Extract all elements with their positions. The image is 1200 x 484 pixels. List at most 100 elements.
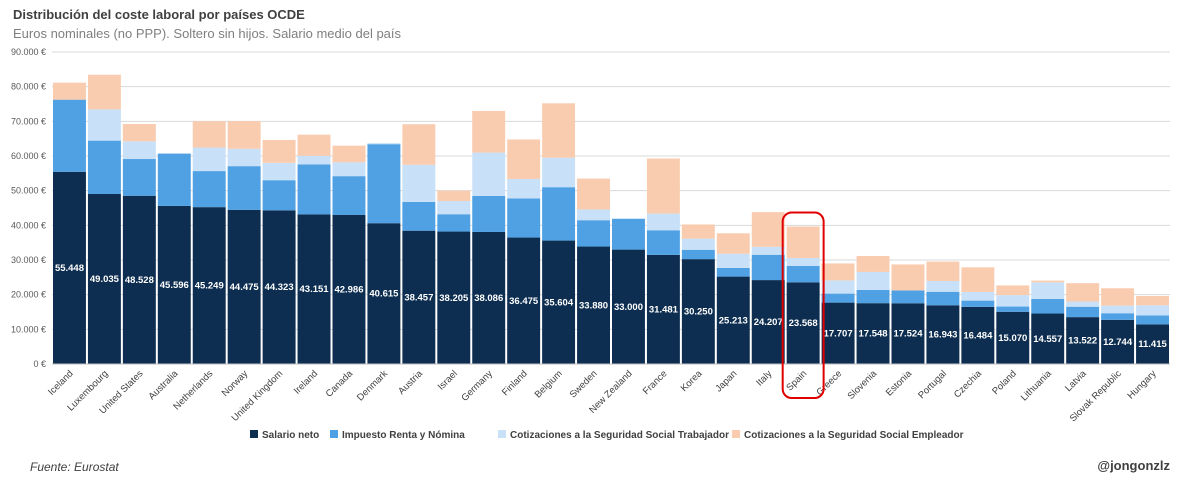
bar-segment [402,124,436,165]
bar-segment [716,233,750,254]
chart-subtitle: Euros nominales (no PPP). Soltero sin hi… [13,26,402,41]
bar-segment [1031,298,1065,314]
bar-segment [786,258,820,267]
category-label: Hungary [1125,368,1158,401]
bar-segment [402,164,436,202]
bar-segment [297,214,331,364]
category-label: Czechia [952,368,985,401]
data-label: 55.448 [55,263,84,274]
bar-segment [891,290,925,304]
data-label: 36.475 [509,296,539,307]
bar-segment [1101,319,1135,364]
data-label: 24.207 [754,317,783,328]
bar-segment [437,214,471,232]
data-label: 17.548 [859,329,888,340]
legend-label: Impuesto Renta y Nómina [342,430,465,441]
bar-segment [716,267,750,277]
bar-segment [1136,296,1169,306]
bar-segment [1031,282,1065,299]
bar-segment [122,159,156,196]
bar-segment [122,124,156,142]
bar-segment [472,110,506,153]
bar-segment [367,144,401,224]
legend-label: Salario neto [262,430,319,441]
bar-segment [961,291,995,301]
data-label: 33.000 [614,302,643,313]
bar-segment [157,205,191,364]
bar-segment [996,311,1030,364]
bar-segment [646,158,680,214]
bar-segment [542,103,576,158]
bar-segment [262,180,296,211]
bar-segment [926,291,960,306]
bar-segment [681,259,715,364]
bar-segment [192,171,226,208]
y-tick-label: 20.000 € [11,290,46,300]
bar-segment [821,280,855,294]
data-label: 44.475 [230,282,260,293]
bar-segment [87,74,121,110]
bar-segment [262,139,296,163]
bar-segment [612,249,645,364]
bar-segment [122,195,156,364]
bar-segment [612,218,645,250]
category-label: Greece [814,368,844,398]
category-label: Germany [459,368,495,404]
legend-label: Cotizaciones a la Seguridad Social Traba… [510,430,729,441]
bar-segment [821,302,855,364]
bar-segment [122,141,156,160]
bar-segment [1066,301,1100,307]
source-note: Fuente: Eurostat [30,460,119,474]
bar-segment [227,148,261,167]
bar-segment [1101,313,1135,320]
bar-segment [437,201,471,215]
bar-segment [786,266,820,283]
data-label: 38.205 [439,293,469,304]
data-label: 23.568 [789,318,818,329]
category-label: Portugal [916,368,949,401]
legend-swatch [250,430,258,438]
bar-segment [646,230,680,255]
bar-segment [297,134,331,156]
bar-segment [891,303,925,364]
bar-segment [507,198,541,238]
bar-segment [926,280,960,292]
bar-segment [716,253,750,268]
author-handle[interactable]: @jongonzlz [1097,458,1170,473]
data-label: 13.522 [1068,336,1097,347]
bar-segment [1136,315,1169,325]
category-label: Australia [146,368,180,402]
bar-segment [367,143,401,145]
data-label: 45.596 [160,280,189,291]
bar-segment [262,210,296,364]
bar-segment [786,226,820,259]
bar-segment [1136,324,1169,364]
bar-segment [1136,305,1169,316]
category-label: Spain [784,368,809,393]
bar-segment [961,267,995,292]
category-label: France [641,368,670,397]
category-label: Korea [679,368,705,394]
highlight-box-spain [781,211,825,399]
y-tick-label: 40.000 € [11,220,46,230]
data-label: 45.249 [195,281,224,292]
data-label: 11.415 [1138,339,1167,350]
bar-segment [577,178,610,210]
data-label: 44.323 [265,282,294,293]
data-label: 17.524 [893,329,923,340]
bar-segment [332,145,366,163]
bar-segment [402,201,436,231]
bar-segment [751,254,785,281]
bar-segment [961,300,995,307]
bar-segment [926,261,960,281]
bar-segment [577,209,610,221]
bar-segment [262,162,296,181]
bar-segment [681,238,715,250]
data-label: 16.484 [963,330,993,341]
data-label: 42.986 [334,284,363,295]
category-label: Estonia [884,368,915,399]
bar-segment [472,195,506,232]
bar-segment [856,289,890,304]
bar-segment [786,282,820,364]
bar-segment [367,223,401,364]
